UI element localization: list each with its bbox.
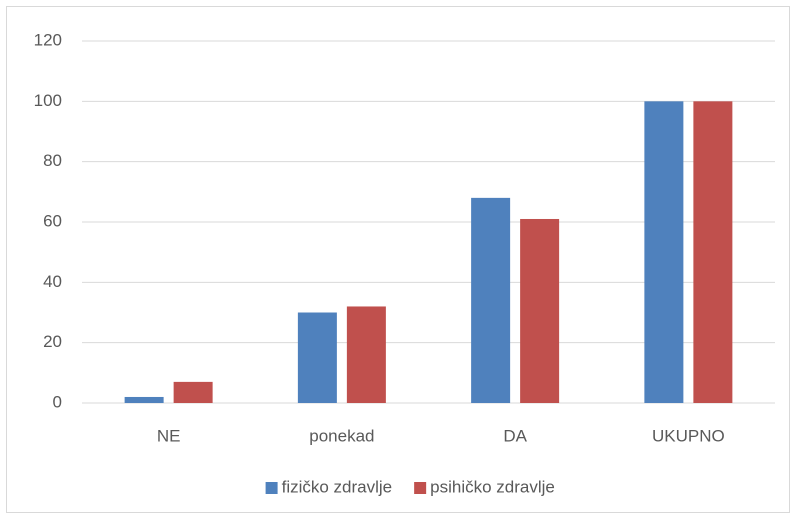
- bar: [124, 396, 164, 403]
- legend-label: fizičko zdravlje: [282, 477, 393, 496]
- legend-swatch: [414, 482, 427, 494]
- bar: [297, 312, 337, 403]
- y-tick-label: 40: [43, 272, 62, 291]
- y-tick-label: 20: [43, 332, 62, 351]
- legend-label: psihičko zdravlje: [430, 477, 555, 496]
- bar: [520, 218, 560, 403]
- y-tick-label: 120: [34, 30, 62, 49]
- bar: [173, 381, 213, 403]
- y-tick-label: 60: [43, 211, 62, 230]
- x-tick-label: DA: [503, 426, 527, 445]
- x-tick-label: UKUPNO: [652, 426, 725, 445]
- bar: [693, 101, 733, 403]
- bar: [644, 101, 684, 403]
- y-tick-label: 80: [43, 151, 62, 170]
- bar: [471, 197, 511, 403]
- x-tick-label: NE: [157, 426, 181, 445]
- y-tick-label: 100: [34, 91, 62, 110]
- x-tick-label: ponekad: [309, 426, 374, 445]
- legend-swatch: [265, 482, 278, 494]
- y-tick-label: 0: [53, 392, 62, 411]
- bar: [346, 306, 386, 403]
